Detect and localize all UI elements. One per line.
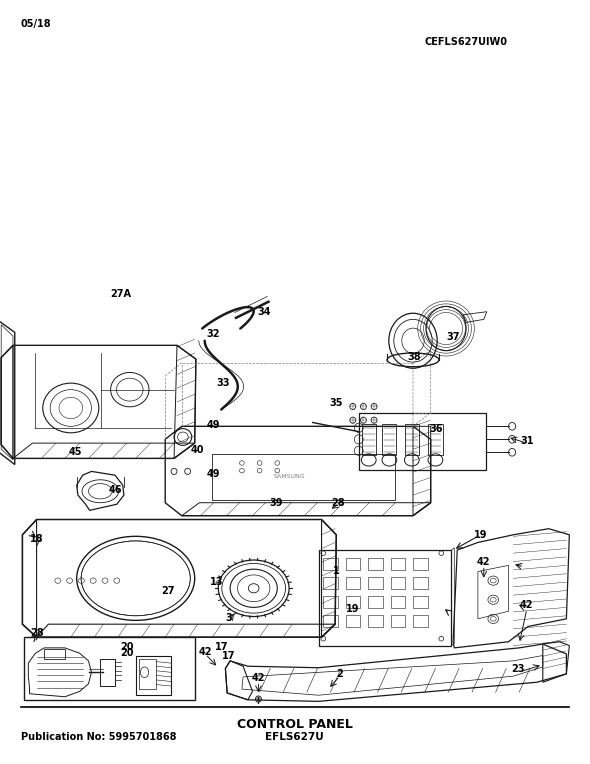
Text: 37: 37: [447, 332, 460, 342]
Bar: [139, 659, 156, 689]
Bar: [323, 577, 338, 589]
Text: Publication No: 5995701868: Publication No: 5995701868: [21, 732, 176, 742]
Bar: [44, 649, 65, 659]
Bar: [346, 596, 360, 608]
Text: 46: 46: [109, 484, 122, 495]
Text: 34: 34: [258, 307, 271, 318]
Bar: [319, 550, 451, 646]
Bar: [346, 558, 360, 570]
Text: 28: 28: [30, 627, 44, 638]
Text: 42: 42: [252, 672, 265, 683]
Text: 38: 38: [407, 351, 421, 362]
Bar: [391, 558, 405, 570]
Ellipse shape: [248, 584, 259, 593]
Text: 40: 40: [191, 445, 204, 455]
Text: 49: 49: [207, 468, 220, 479]
Bar: [368, 577, 383, 589]
Bar: [100, 659, 115, 686]
Bar: [413, 558, 428, 570]
Text: 19: 19: [474, 529, 487, 540]
Bar: [391, 615, 405, 627]
Bar: [346, 615, 360, 627]
Text: 31: 31: [520, 435, 533, 446]
Text: EFLS627U: EFLS627U: [266, 732, 324, 742]
Text: SAMSUNG: SAMSUNG: [273, 474, 305, 479]
Text: 42: 42: [199, 646, 212, 657]
Text: 39: 39: [270, 497, 283, 508]
Bar: [413, 596, 428, 608]
Text: 33: 33: [217, 377, 230, 388]
Text: 19: 19: [346, 604, 359, 614]
Text: 1: 1: [333, 566, 340, 577]
Bar: [346, 577, 360, 589]
Bar: [368, 596, 383, 608]
Text: 27A: 27A: [110, 289, 132, 299]
Text: 32: 32: [207, 329, 220, 339]
Bar: [24, 637, 195, 700]
Bar: [323, 615, 338, 627]
Bar: [368, 558, 383, 570]
Bar: [212, 454, 395, 500]
Text: 35: 35: [330, 397, 343, 408]
Text: CEFLS627UIW0: CEFLS627UIW0: [425, 37, 508, 47]
Text: 49: 49: [207, 419, 220, 430]
Text: 3: 3: [225, 613, 232, 623]
Bar: [391, 596, 405, 608]
Bar: [368, 615, 383, 627]
Text: CONTROL PANEL: CONTROL PANEL: [237, 718, 353, 731]
Bar: [413, 615, 428, 627]
Bar: [413, 577, 428, 589]
Bar: [391, 577, 405, 589]
Text: 2: 2: [336, 668, 343, 679]
Text: 45: 45: [69, 446, 82, 457]
Text: 20: 20: [120, 648, 133, 659]
Text: 20: 20: [120, 642, 133, 652]
Text: 42: 42: [520, 600, 533, 610]
Text: 05/18: 05/18: [21, 19, 51, 29]
Text: 28: 28: [331, 497, 345, 508]
Text: 27: 27: [162, 585, 175, 596]
Text: 17: 17: [215, 642, 228, 652]
Bar: [323, 596, 338, 608]
Bar: [323, 558, 338, 570]
Text: 17: 17: [222, 650, 235, 661]
Text: 18: 18: [30, 534, 44, 545]
Text: 13: 13: [211, 577, 224, 588]
Bar: [359, 413, 486, 470]
Text: 36: 36: [430, 423, 443, 434]
Text: 42: 42: [477, 556, 490, 567]
Bar: [136, 656, 171, 695]
Text: 23: 23: [512, 664, 525, 675]
